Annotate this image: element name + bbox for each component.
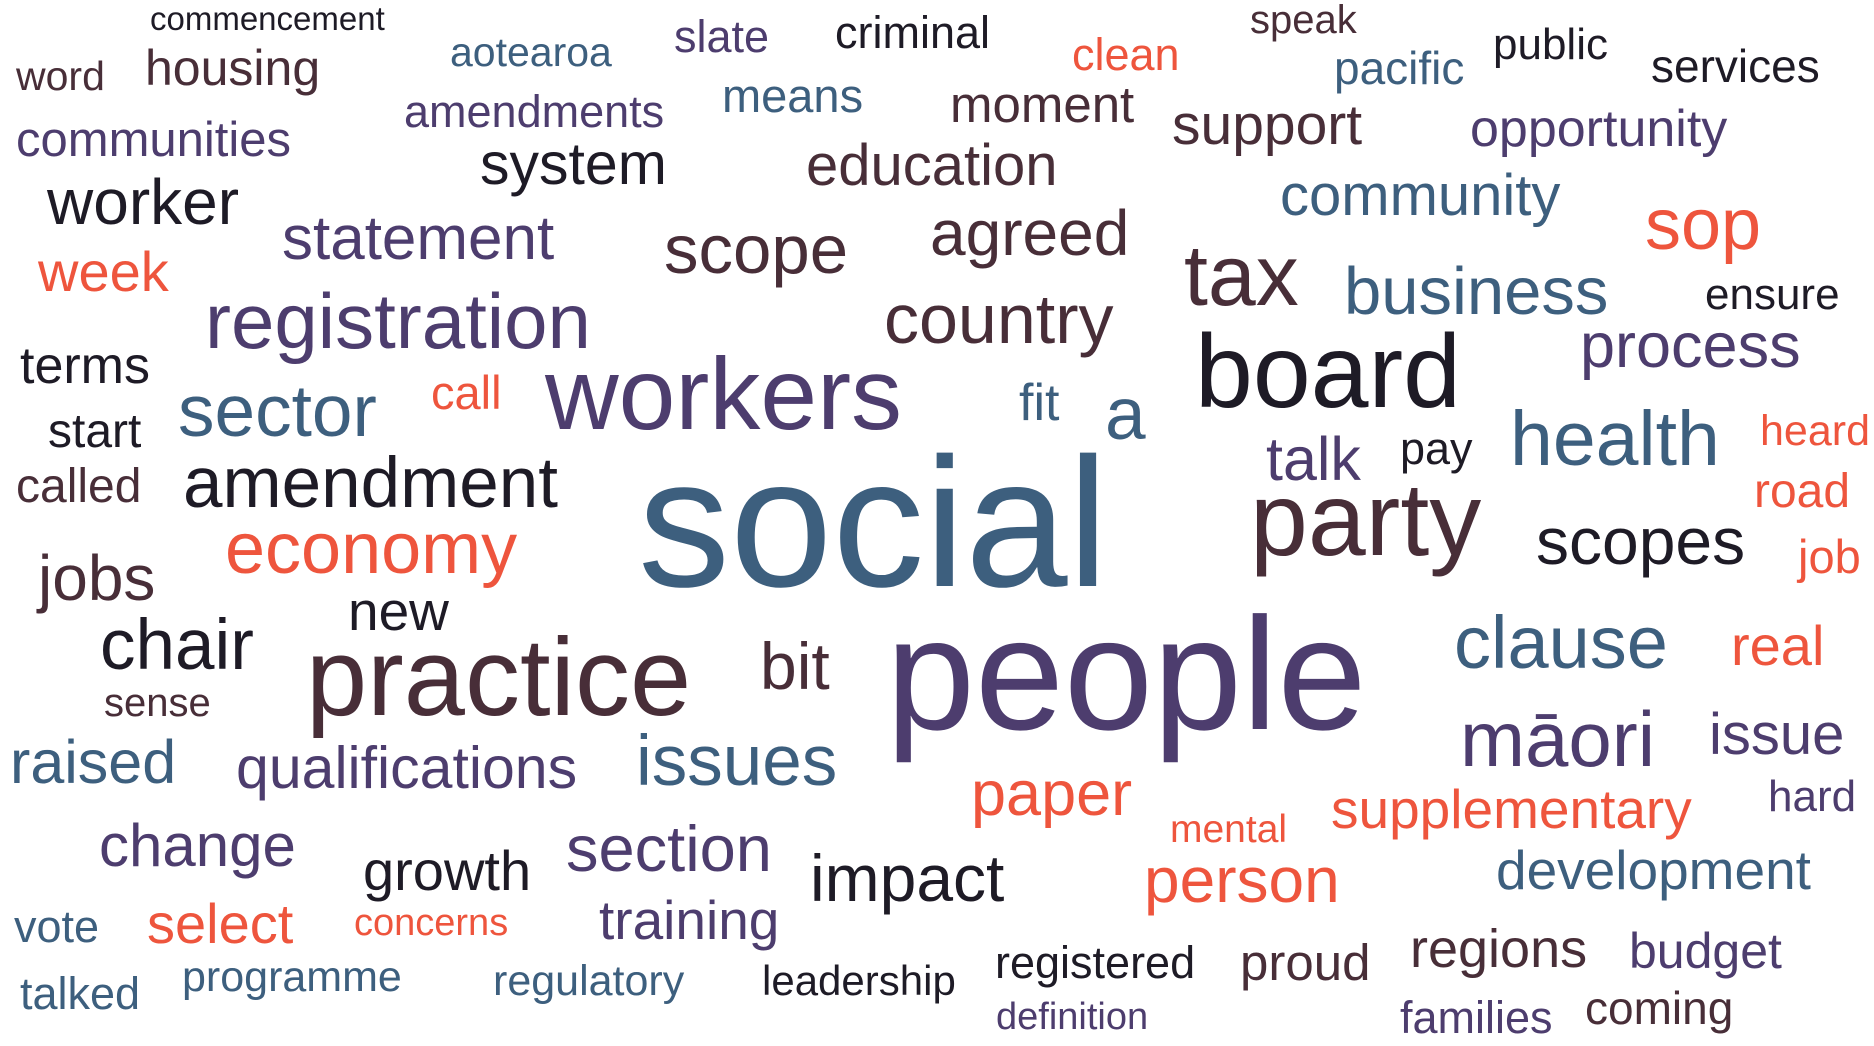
word-clean: clean [1072, 28, 1180, 80]
word-a: a [1105, 374, 1146, 456]
word-leadership: leadership [762, 957, 956, 1005]
word-sense: sense [104, 681, 211, 725]
word-budget: budget [1629, 923, 1782, 979]
word-families: families [1400, 991, 1553, 1043]
word-board: board [1195, 314, 1461, 431]
word-practice: practice [306, 616, 692, 739]
word-talked: talked [20, 967, 141, 1019]
word-economy: economy [225, 509, 518, 590]
word-terms: terms [20, 337, 150, 396]
word-process: process [1580, 311, 1801, 382]
word-community: community [1280, 162, 1561, 228]
word-word: word [16, 53, 105, 100]
word-housing: housing [145, 40, 321, 96]
word-definition: definition [996, 995, 1149, 1038]
word-issues: issues [636, 722, 838, 802]
word-called: called [16, 459, 142, 513]
word-system: system [480, 130, 667, 197]
word-communities: communities [16, 112, 292, 167]
word-concerns: concerns [354, 901, 509, 944]
word-week: week [38, 239, 169, 303]
word-slate: slate [674, 10, 770, 62]
word-job: job [1798, 529, 1861, 583]
word-sector: sector [178, 371, 377, 453]
word-programme: programme [182, 953, 402, 1002]
word-heard: heard [1760, 407, 1870, 456]
word-qualifications: qualifications [236, 734, 578, 801]
word-moment: moment [950, 76, 1135, 134]
word-workers: workers [545, 337, 903, 452]
word-sop: sop [1645, 185, 1762, 266]
word-start: start [48, 404, 142, 458]
word-regulatory: regulatory [493, 957, 685, 1006]
word-chair: chair [100, 606, 254, 686]
word-hard: hard [1768, 772, 1857, 822]
word-development: development [1496, 838, 1811, 901]
word-tax: tax [1184, 227, 1299, 324]
word-paper: paper [971, 759, 1133, 830]
word-impact: impact [810, 840, 1005, 915]
word-vote: vote [14, 900, 100, 952]
word-maori: māori [1460, 694, 1656, 783]
word-call: call [431, 365, 502, 419]
word-social: social [638, 419, 1109, 626]
word-section: section [566, 811, 772, 885]
word-proud: proud [1240, 934, 1371, 992]
word-people: people [886, 584, 1367, 763]
word-public: public [1493, 20, 1608, 70]
word-jobs: jobs [38, 542, 156, 615]
word-issue: issue [1709, 701, 1845, 767]
word-party: party [1250, 462, 1482, 579]
word-growth: growth [363, 838, 532, 902]
word-person: person [1144, 844, 1340, 917]
word-raised: raised [10, 728, 177, 797]
word-opportunity: opportunity [1470, 100, 1728, 159]
word-scopes: scopes [1536, 503, 1746, 578]
word-scope: scope [664, 210, 849, 288]
word-means: means [722, 68, 864, 122]
word-business: business [1344, 253, 1609, 329]
word-pacific: pacific [1334, 41, 1465, 94]
word-country: country [884, 280, 1114, 358]
word-bit: bit [760, 628, 830, 703]
word-speak: speak [1250, 0, 1357, 42]
word-regions: regions [1410, 919, 1588, 980]
word-agreed: agreed [930, 197, 1130, 270]
word-support: support [1172, 92, 1363, 157]
word-select: select [147, 891, 294, 955]
word-fit: fit [1019, 374, 1060, 433]
word-aotearoa: aotearoa [450, 29, 612, 76]
word-health: health [1510, 395, 1720, 482]
word-talk: talk [1266, 425, 1361, 494]
word-ensure: ensure [1705, 270, 1840, 320]
word-services: services [1651, 39, 1820, 92]
word-amendments: amendments [404, 85, 665, 137]
word-statement: statement [282, 204, 555, 274]
word-mental: mental [1170, 807, 1288, 851]
word-training: training [599, 888, 780, 951]
word-clause: clause [1454, 601, 1668, 685]
word-education: education [806, 132, 1058, 198]
word-new: new [348, 579, 449, 642]
word-criminal: criminal [835, 6, 991, 58]
word-registered: registered [995, 936, 1196, 988]
word-commencement: commencement [150, 0, 385, 38]
word-pay: pay [1400, 422, 1473, 474]
word-registration: registration [205, 276, 591, 365]
word-change: change [99, 812, 296, 879]
word-coming: coming [1585, 981, 1734, 1034]
word-real: real [1731, 613, 1825, 677]
word-road: road [1754, 464, 1851, 518]
word-supplementary: supplementary [1331, 777, 1692, 840]
word-amendment: amendment [183, 444, 558, 524]
word-worker: worker [47, 166, 240, 239]
